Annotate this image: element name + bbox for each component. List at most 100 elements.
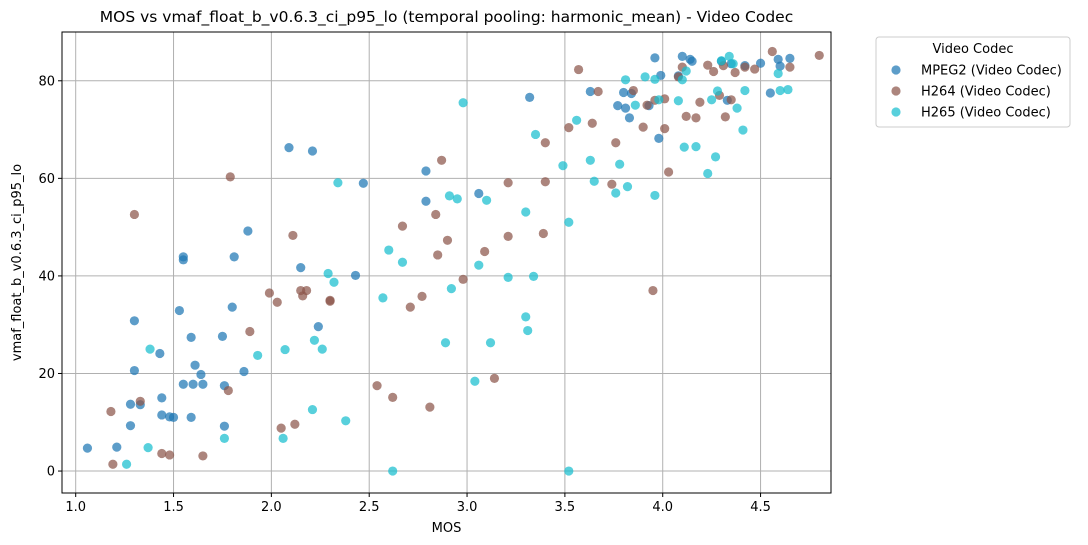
data-point [716,56,727,66]
data-point [317,344,327,354]
data-point [288,230,298,241]
data-point [341,416,351,426]
data-point [732,103,742,113]
data-point [775,61,785,71]
data-point [442,235,453,245]
y-tick-label: 40 [38,269,55,284]
legend-title: Video Codec [933,42,1014,57]
legend-marker [891,65,901,75]
data-point [378,293,388,303]
data-point [681,66,691,76]
plot-area [61,31,832,494]
data-point [767,46,777,57]
data-point [440,338,451,348]
data-point [227,302,237,312]
data-point [474,188,484,199]
data-point [585,155,595,165]
data-point [253,350,263,361]
data-point [677,51,687,61]
x-tick-label: 1.0 [65,500,86,515]
data-point [482,195,492,205]
data-point [433,250,443,260]
data-point [540,138,550,148]
data-point [640,72,650,82]
data-point [785,53,795,63]
x-tick-label: 4.0 [652,500,673,515]
data-point [129,365,139,376]
data-point [188,379,198,389]
data-point [726,95,736,105]
data-point [264,288,275,298]
data-point [521,312,531,322]
y-tick-label: 60 [38,172,55,187]
data-point [703,60,713,70]
data-point [243,226,253,236]
legend-label: MPEG2 (Video Codec) [921,64,1062,79]
data-point [765,88,775,98]
data-point [178,379,188,389]
data-point [503,272,513,282]
data-point [703,168,713,179]
data-point [573,64,584,75]
data-point [558,161,568,171]
data-point [474,260,484,270]
data-point [503,178,513,188]
data-point [564,466,574,476]
data-point [707,95,717,105]
data-point [712,86,723,96]
data-point [125,421,136,431]
data-point [388,392,398,402]
data-point [660,123,670,134]
legend-label: H264 (Video Codec) [921,85,1051,100]
data-point [654,133,664,143]
data-point [329,277,339,287]
data-point [284,143,294,153]
data-point [587,118,597,128]
data-point [783,84,793,95]
data-point [708,66,719,77]
data-point [372,381,382,391]
data-point [384,245,394,255]
data-point [388,466,398,476]
data-point [724,51,734,61]
series-h264 [106,46,824,469]
data-point [296,263,306,273]
legend-item: MPEG2 (Video Codec) [891,64,1062,79]
data-point [677,75,687,85]
data-point [730,67,740,78]
data-point [540,177,550,187]
data-point [630,100,640,110]
data-point [679,142,689,152]
data-point [219,433,230,443]
data-point [106,406,116,417]
data-point [186,412,196,422]
data-point [613,101,623,111]
data-point [663,167,674,177]
data-point [165,450,175,460]
data-point [125,399,136,409]
y-tick-label: 20 [38,367,55,382]
data-point [773,68,783,79]
data-point [775,85,785,96]
data-point [444,191,455,201]
data-point [740,62,750,72]
data-point [572,115,582,125]
data-point [129,209,139,220]
data-point [417,291,427,302]
data-point [178,252,188,262]
data-point [397,221,408,231]
data-point [593,86,603,97]
data-point [196,369,206,380]
data-point [624,113,635,123]
data-point [155,348,165,359]
data-point [503,231,513,242]
series-h265 [121,51,793,476]
data-point [648,285,658,296]
data-point [564,217,574,227]
data-point [728,59,738,69]
data-point [280,344,290,355]
data-point [785,62,795,72]
y-tick-label: 0 [47,465,55,480]
data-point [691,142,701,152]
